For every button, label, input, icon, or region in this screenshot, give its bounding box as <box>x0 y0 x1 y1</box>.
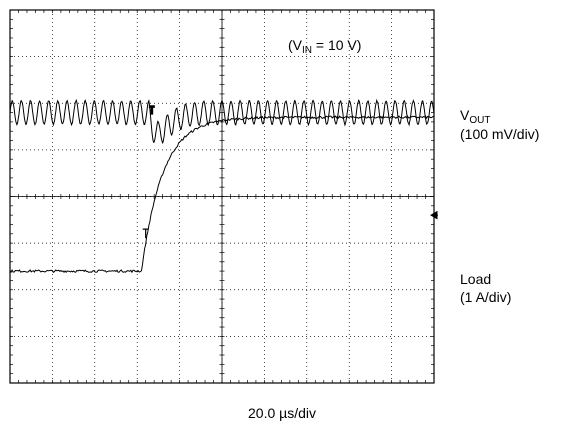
load-trigger-marker <box>142 228 149 239</box>
vout-scale-label: (100 mV/div) <box>460 126 540 142</box>
load-scale-label: (1 A/div) <box>460 289 512 305</box>
vin-annotation: (VIN = 10 V) <box>288 37 362 56</box>
trigger-markers <box>142 105 438 239</box>
graticule <box>9 9 435 384</box>
trace-load <box>9 115 435 274</box>
trace-vout <box>9 98 435 145</box>
plot-frame <box>9 9 435 384</box>
load-channel-label: Load <box>460 271 492 287</box>
vout-channel-label: VOUT <box>460 107 491 126</box>
vout-trigger-marker <box>148 105 155 115</box>
x-axis-label: 20.0 µs/div <box>248 405 316 421</box>
